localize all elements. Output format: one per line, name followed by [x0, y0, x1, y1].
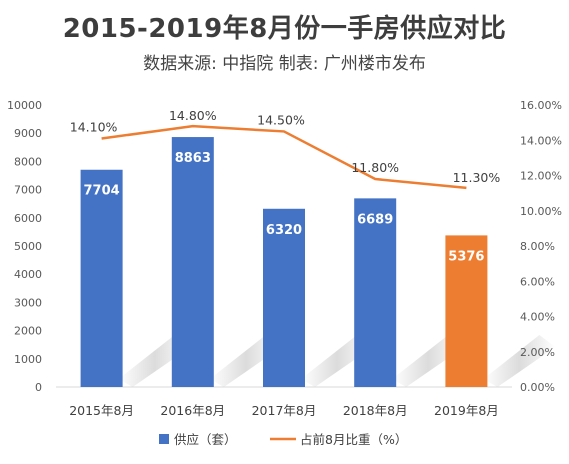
- supply-bar: [445, 235, 488, 387]
- right-tick-label: 8.00%: [520, 240, 555, 253]
- right-tick-label: 14.00%: [520, 134, 562, 147]
- share-line-label: 11.80%: [351, 160, 399, 175]
- chart-title: 2015-2019年8月份一手房供应对比: [62, 14, 507, 44]
- supply-bar: [354, 198, 397, 387]
- supply-bar-label: 6320: [266, 223, 302, 238]
- bar-shadow: [483, 335, 556, 387]
- legend: 供应（套） 占前8月比重（%）: [159, 432, 407, 447]
- left-tick-label: 9000: [14, 127, 42, 140]
- legend-label-share: 占前8月比重（%）: [300, 432, 407, 447]
- supply-bar: [80, 169, 123, 387]
- share-line-label: 14.50%: [257, 112, 305, 127]
- supply-bar-label: 7704: [84, 184, 120, 199]
- share-line-label: 14.80%: [169, 108, 217, 123]
- supply-bar-label: 5376: [448, 249, 484, 264]
- right-tick-label: 12.00%: [520, 170, 562, 183]
- legend-swatch-supply: [159, 434, 169, 444]
- category-label: 2018年8月: [343, 403, 408, 418]
- chart-subtitle: 数据来源: 中指院 制表: 广州楼市发布: [143, 54, 426, 74]
- bars: 7704 8863 6320 6689 5376: [80, 137, 488, 387]
- legend-label-supply: 供应（套）: [174, 432, 237, 447]
- right-tick-label: 2.00%: [520, 346, 555, 359]
- supply-bar: [171, 137, 214, 387]
- share-line-label: 14.10%: [70, 119, 118, 134]
- supply-bar-label: 8863: [175, 151, 211, 166]
- category-label: 2015年8月: [69, 403, 134, 418]
- left-tick-label: 4000: [14, 268, 42, 281]
- left-tick-label: 8000: [14, 155, 42, 168]
- left-tick-label: 1000: [14, 353, 42, 366]
- category-labels: 2015年8月 2016年8月 2017年8月 2018年8月 2019年8月: [69, 403, 499, 418]
- supply-bar-label: 6689: [357, 212, 393, 227]
- share-line-label: 11.30%: [453, 170, 501, 185]
- right-tick-label: 16.00%: [520, 99, 562, 112]
- left-tick-label: 10000: [7, 99, 42, 112]
- share-line-path: [101, 124, 467, 190]
- left-tick-label: 6000: [14, 212, 42, 225]
- right-axis: 0.00% 2.00% 4.00% 6.00% 8.00% 10.00% 12.00% 14.…: [520, 99, 562, 394]
- left-tick-label: 0: [35, 381, 42, 394]
- left-tick-label: 3000: [14, 296, 42, 309]
- supply-bar: [263, 208, 305, 387]
- right-tick-label: 10.00%: [520, 205, 562, 218]
- category-label: 2016年8月: [160, 403, 225, 418]
- right-tick-label: 6.00%: [520, 275, 555, 288]
- right-tick-label: 4.00%: [520, 311, 555, 324]
- left-tick-label: 7000: [14, 184, 42, 197]
- left-axis: 0 1000 2000 3000 4000 5000 6000 7000 8000 9000 100…: [7, 99, 512, 394]
- left-tick-label: 5000: [14, 240, 42, 253]
- share-line: 14.10% 14.80% 14.50% 11.80% 11.30%: [70, 108, 501, 190]
- category-label: 2017年8月: [252, 403, 317, 418]
- category-label: 2019年8月: [434, 403, 499, 418]
- left-tick-label: 2000: [14, 325, 42, 338]
- right-tick-label: 0.00%: [520, 381, 555, 394]
